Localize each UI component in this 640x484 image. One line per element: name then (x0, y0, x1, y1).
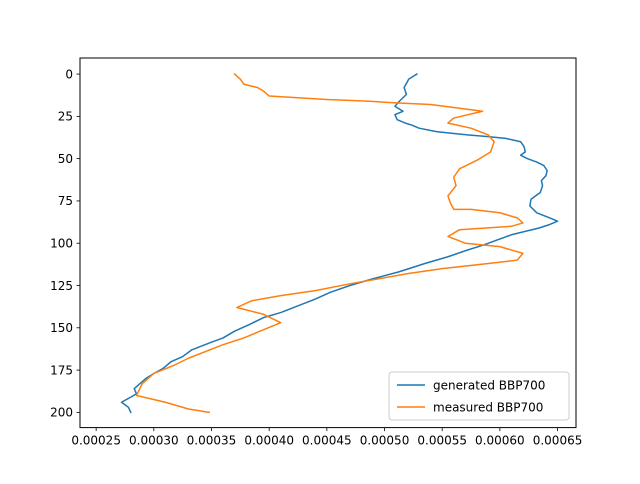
legend-label: measured BBP700 (433, 400, 543, 414)
x-tick-label: 0.00060 (475, 434, 525, 448)
x-tick-label: 0.00035 (187, 434, 237, 448)
legend-label: generated BBP700 (433, 378, 545, 392)
x-tick-label: 0.00065 (533, 434, 583, 448)
legend-frame (388, 371, 570, 421)
axes-frame (79, 57, 577, 429)
x-tick-label: 0.00040 (244, 434, 294, 448)
y-tick-label: 175 (50, 363, 73, 377)
y-tick-label: 50 (58, 152, 73, 166)
x-tick-label: 0.00025 (71, 434, 121, 448)
legend: generated BBP700 measured BBP700 (388, 371, 570, 421)
series-line-generated (120, 73, 559, 414)
y-tick-label: 25 (58, 110, 73, 124)
x-axis-ticks: 0.00025 0.00030 0.00035 0.00040 0.00045 0.000… (71, 427, 583, 448)
y-tick-label: 75 (58, 194, 73, 208)
y-tick-label: 150 (50, 321, 73, 335)
y-tick-label: 0 (65, 67, 73, 81)
y-tick-label: 125 (50, 279, 73, 293)
y-tick-label: 100 (50, 237, 73, 251)
series-line-measured (135, 73, 524, 414)
x-tick-label: 0.00050 (360, 434, 410, 448)
series-group (120, 73, 559, 414)
x-tick-label: 0.00030 (129, 434, 179, 448)
y-axis-ticks: 0 25 50 75 100 125 150 175 200 (50, 67, 80, 420)
y-tick-label: 200 (50, 406, 73, 420)
x-tick-label: 0.00045 (302, 434, 352, 448)
x-tick-label: 0.00055 (417, 434, 467, 448)
